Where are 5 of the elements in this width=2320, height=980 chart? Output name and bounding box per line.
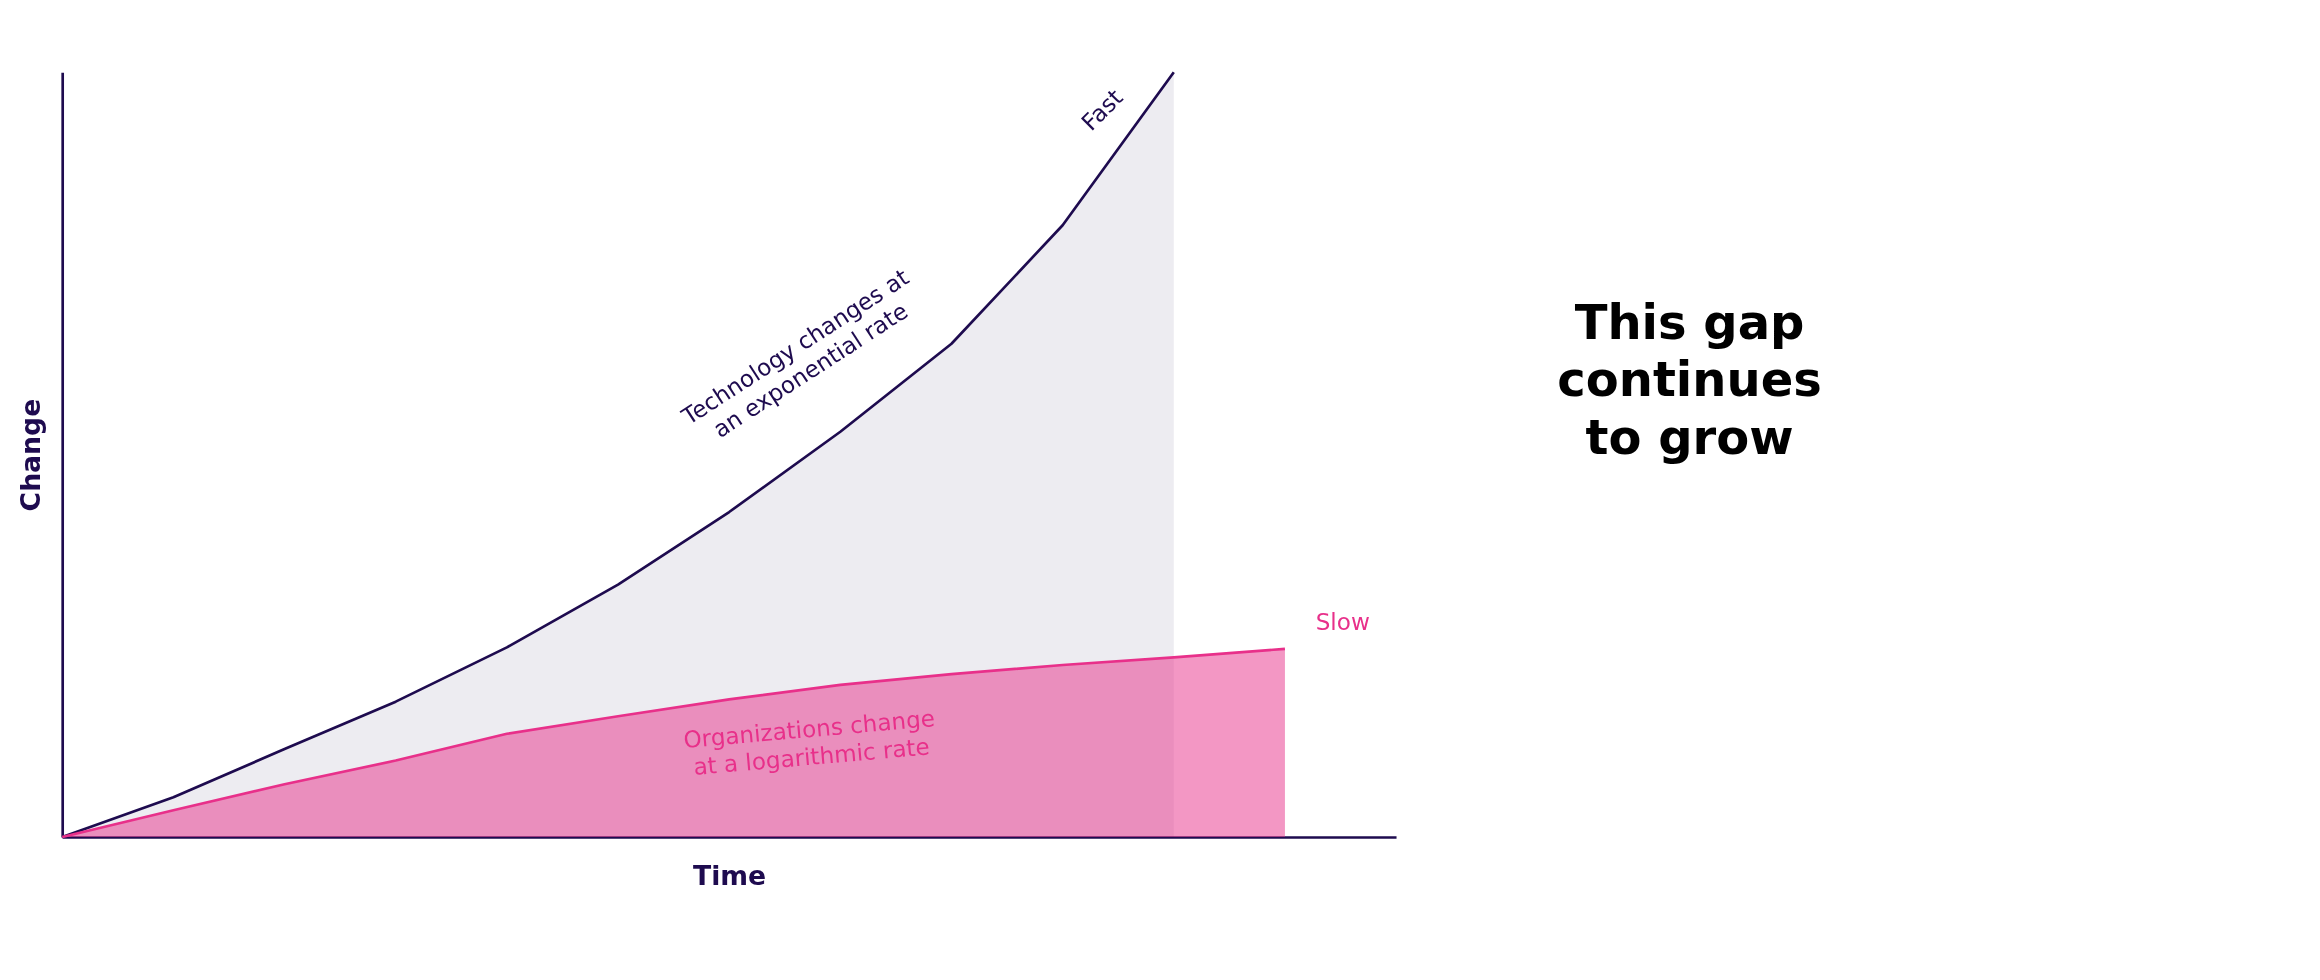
annotation: Organizations change at a logarithmic rate [682,705,936,780]
annotation: Slow [1315,609,1370,636]
text: This gap continues to grow [1557,293,1822,466]
y-axis-title: Change [14,398,46,512]
x-axis-title: Time [693,860,767,892]
